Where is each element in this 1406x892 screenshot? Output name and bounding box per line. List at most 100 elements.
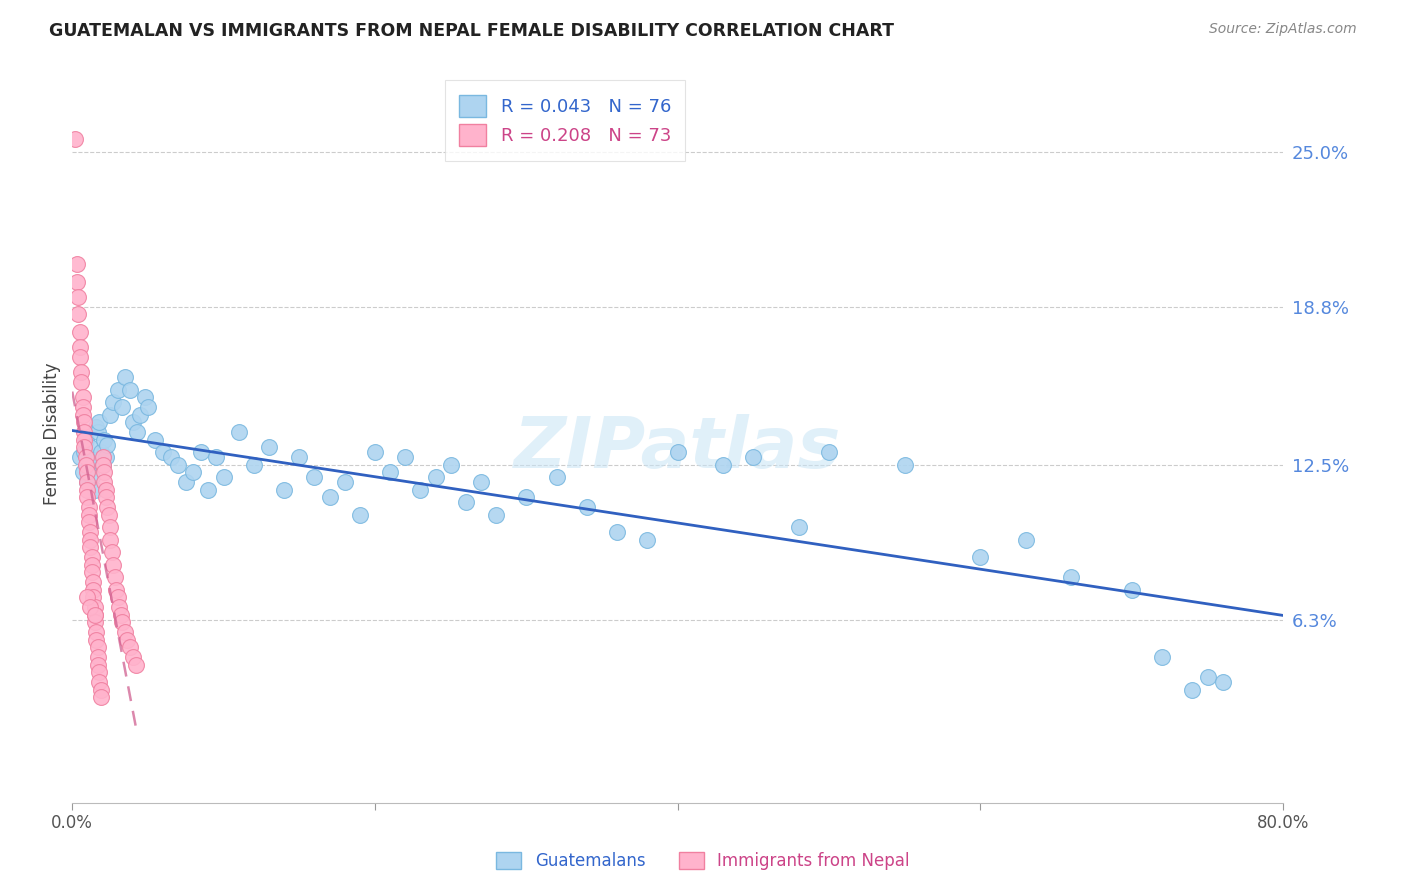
Point: [98, 408, 121, 422]
Point: [89, 665, 111, 680]
Point: [90, 445, 112, 459]
Point: [73, 425, 96, 439]
Point: [666, 445, 689, 459]
Point: [125, 657, 148, 672]
Point: [121, 650, 143, 665]
Point: [333, 475, 356, 490]
Point: [288, 450, 311, 464]
Point: [79, 440, 101, 454]
Point: [93, 433, 115, 447]
Point: [190, 445, 212, 459]
Point: [1015, 533, 1038, 547]
Point: [69, 325, 91, 339]
Point: [636, 533, 658, 547]
Point: [76, 490, 98, 504]
Point: [91, 458, 114, 472]
Point: [183, 465, 205, 479]
Point: [515, 490, 537, 504]
Point: [107, 591, 129, 605]
Point: [394, 450, 416, 464]
Point: [80, 558, 103, 572]
Text: ZIPatlas: ZIPatlas: [515, 414, 841, 483]
Point: [76, 465, 98, 479]
Legend: R = 0.043   N = 76, R = 0.208   N = 73: R = 0.043 N = 76, R = 0.208 N = 73: [444, 80, 685, 161]
Point: [77, 458, 100, 472]
Point: [1060, 570, 1083, 584]
Y-axis label: Female Disability: Female Disability: [44, 362, 60, 505]
Point: [485, 508, 508, 522]
Point: [94, 490, 117, 504]
Point: [80, 470, 103, 484]
Point: [77, 508, 100, 522]
Point: [104, 570, 127, 584]
Point: [818, 445, 841, 459]
Text: GUATEMALAN VS IMMIGRANTS FROM NEPAL FEMALE DISABILITY CORRELATION CHART: GUATEMALAN VS IMMIGRANTS FROM NEPAL FEMA…: [49, 22, 894, 40]
Point: [87, 650, 110, 665]
Point: [1181, 682, 1204, 697]
Point: [84, 615, 107, 630]
Point: [94, 450, 117, 464]
Point: [228, 425, 250, 439]
Point: [87, 640, 110, 655]
Point: [69, 340, 91, 354]
Point: [76, 591, 98, 605]
Point: [72, 465, 94, 479]
Point: [91, 450, 114, 464]
Point: [73, 415, 96, 429]
Point: [101, 558, 124, 572]
Point: [76, 483, 98, 497]
Point: [121, 415, 143, 429]
Point: [80, 550, 103, 565]
Point: [105, 582, 128, 597]
Point: [90, 690, 112, 705]
Point: [76, 475, 98, 490]
Point: [82, 582, 104, 597]
Point: [77, 500, 100, 515]
Point: [66, 275, 89, 289]
Point: [425, 470, 447, 484]
Point: [159, 450, 181, 464]
Point: [82, 575, 104, 590]
Point: [136, 400, 159, 414]
Point: [66, 257, 89, 271]
Point: [174, 475, 197, 490]
Point: [454, 495, 477, 509]
Point: [79, 540, 101, 554]
Point: [86, 420, 108, 434]
Point: [70, 365, 93, 379]
Point: [69, 350, 91, 364]
Point: [91, 458, 114, 472]
Point: [273, 483, 295, 497]
Point: [257, 440, 280, 454]
Point: [96, 437, 118, 451]
Point: [87, 425, 110, 439]
Legend: Guatemalans, Immigrants from Nepal: Guatemalans, Immigrants from Nepal: [489, 845, 917, 877]
Point: [84, 483, 107, 497]
Point: [606, 525, 628, 540]
Point: [77, 515, 100, 529]
Point: [318, 490, 340, 504]
Point: [134, 390, 156, 404]
Point: [167, 458, 190, 472]
Point: [75, 458, 97, 472]
Text: Source: ZipAtlas.com: Source: ZipAtlas.com: [1209, 22, 1357, 37]
Point: [73, 433, 96, 447]
Point: [129, 408, 152, 422]
Point: [145, 433, 167, 447]
Point: [118, 383, 141, 397]
Point: [243, 458, 266, 472]
Point: [364, 445, 387, 459]
Point: [114, 625, 136, 640]
Point: [93, 465, 115, 479]
Point: [86, 632, 108, 647]
Point: [89, 675, 111, 690]
Point: [79, 525, 101, 540]
Point: [84, 600, 107, 615]
Point: [79, 600, 101, 615]
Point: [100, 545, 122, 559]
Point: [409, 483, 432, 497]
Point: [72, 400, 94, 414]
Point: [70, 375, 93, 389]
Point: [82, 452, 104, 467]
Point: [742, 450, 765, 464]
